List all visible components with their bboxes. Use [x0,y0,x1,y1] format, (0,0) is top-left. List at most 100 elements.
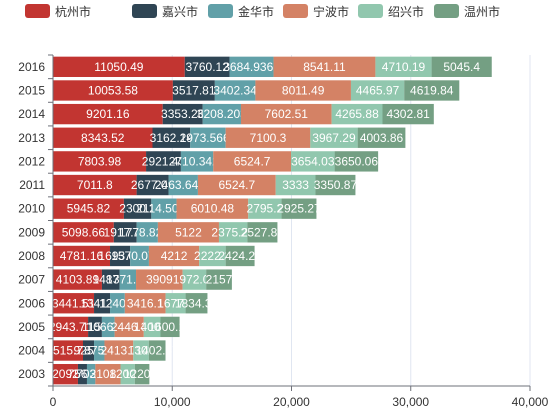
bar-2014-5[interactable] [382,103,434,125]
bar-2009-3[interactable] [157,222,219,243]
legend-swatch-2[interactable] [208,4,233,18]
bar-2006-0[interactable] [53,293,95,314]
bar-2016-5[interactable] [431,56,492,77]
legend-swatch-1[interactable] [132,4,157,18]
bar-2006-4[interactable] [165,293,186,314]
legend-label-2[interactable]: 金华市 [238,4,274,19]
bar-2013-3[interactable] [225,127,311,148]
legend-swatch-3[interactable] [283,4,308,18]
bar-2012-4[interactable] [291,151,335,172]
data-label-2006-4: 1677.5 [157,296,194,310]
bar-2013-4[interactable] [310,127,358,148]
bar-2011-3[interactable] [197,174,276,196]
legend-swatch-5[interactable] [434,4,459,18]
bar-2008-1[interactable] [110,245,131,267]
bar-2016-4[interactable] [375,56,432,77]
bar-2009-1[interactable] [113,222,137,243]
bar-2003-2[interactable] [86,364,96,385]
bar-2004-0[interactable] [53,340,84,361]
bar-2005-5[interactable] [160,316,180,338]
data-label-2015-3: 8011.49 [282,83,325,97]
bar-2003-3[interactable] [95,364,121,385]
bar-2005-0[interactable] [53,316,89,338]
bar-2013-1[interactable] [152,127,191,148]
bar-2008-3[interactable] [148,245,200,267]
bar-2003-1[interactable] [77,364,87,385]
legend-label-5[interactable]: 温州市 [464,4,500,19]
bar-2015-5[interactable] [404,80,460,101]
bar-2014-3[interactable] [240,103,332,125]
bar-2008-4[interactable] [199,245,226,267]
bar-2015-3[interactable] [255,80,351,101]
bar-2016-1[interactable] [184,56,230,77]
bar-2007-4[interactable] [182,269,207,290]
bar-2014-4[interactable] [331,103,383,125]
bar-2007-0[interactable] [53,269,102,290]
bar-2010-2[interactable] [151,198,177,219]
bar-2011-2[interactable] [168,174,198,196]
bar-2016-3[interactable] [273,56,376,77]
legend-label-1[interactable]: 嘉兴市 [162,4,198,19]
bar-2015-0[interactable] [53,80,173,101]
bar-2005-2[interactable] [101,316,115,338]
bar-2004-4[interactable] [133,340,149,361]
bar-2004-5[interactable] [148,340,166,361]
bar-2009-5[interactable] [247,222,278,243]
bar-2011-1[interactable] [136,174,169,196]
legend-label-4[interactable]: 绍兴市 [388,4,424,19]
bar-2004-2[interactable] [94,340,105,361]
bar-2004-1[interactable] [83,340,95,361]
bar-2007-5[interactable] [206,269,232,290]
bar-2013-5[interactable] [357,127,406,148]
bar-2011-4[interactable] [275,174,316,196]
bar-2010-5[interactable] [281,198,317,219]
bar-2007-1[interactable] [101,269,120,290]
bar-2014-0[interactable] [53,103,163,125]
bar-2010-0[interactable] [53,198,124,219]
bar-2010-3[interactable] [176,198,249,219]
bar-2012-2[interactable] [180,151,214,172]
bar-2011-0[interactable] [53,174,137,196]
bar-2011-5[interactable] [315,174,356,196]
bar-2006-1[interactable] [94,293,111,314]
bar-2012-3[interactable] [213,151,292,172]
bar-2004-3[interactable] [104,340,134,361]
bar-2005-4[interactable] [143,316,161,338]
bar-2006-3[interactable] [124,293,166,314]
bar-2005-3[interactable] [114,316,144,338]
bar-2005-1[interactable] [88,316,102,338]
bar-2012-1[interactable] [146,151,181,172]
bar-2008-5[interactable] [225,245,255,267]
bar-2014-1[interactable] [162,103,203,125]
bar-2006-5[interactable] [185,293,208,314]
legend-label-3[interactable]: 宁波市 [313,4,349,19]
bar-2014-2[interactable] [202,103,241,125]
bar-2016-2[interactable] [229,56,274,77]
bar-2009-0[interactable] [53,222,114,243]
bar-2008-0[interactable] [53,245,111,267]
data-label-2005-0: 2943.71 [49,320,93,334]
bar-2009-4[interactable] [218,222,248,243]
legend-swatch-0[interactable] [25,4,50,18]
bar-2007-2[interactable] [119,269,137,290]
bar-2012-0[interactable] [53,151,147,172]
bar-2010-1[interactable] [123,198,152,219]
bar-2013-2[interactable] [190,127,226,148]
legend-swatch-4[interactable] [358,4,383,18]
bar-2015-1[interactable] [172,80,215,101]
bar-2009-2[interactable] [136,222,158,243]
bar-2016-0[interactable] [53,56,185,77]
bar-2013-0[interactable] [53,127,153,148]
bar-2015-2[interactable] [214,80,256,101]
bar-2007-3[interactable] [136,269,183,290]
legend-label-0[interactable]: 杭州市 [55,4,91,19]
data-label-2011-2: 2463.6409 [155,178,212,192]
bar-2003-0[interactable] [53,364,78,385]
bar-2003-4[interactable] [120,364,135,385]
bar-2012-5[interactable] [334,151,379,172]
bar-2010-4[interactable] [248,198,282,219]
bar-2003-5[interactable] [134,364,150,385]
bar-2008-2[interactable] [130,245,149,267]
bar-2015-4[interactable] [350,80,405,101]
bar-2006-2[interactable] [110,293,125,314]
